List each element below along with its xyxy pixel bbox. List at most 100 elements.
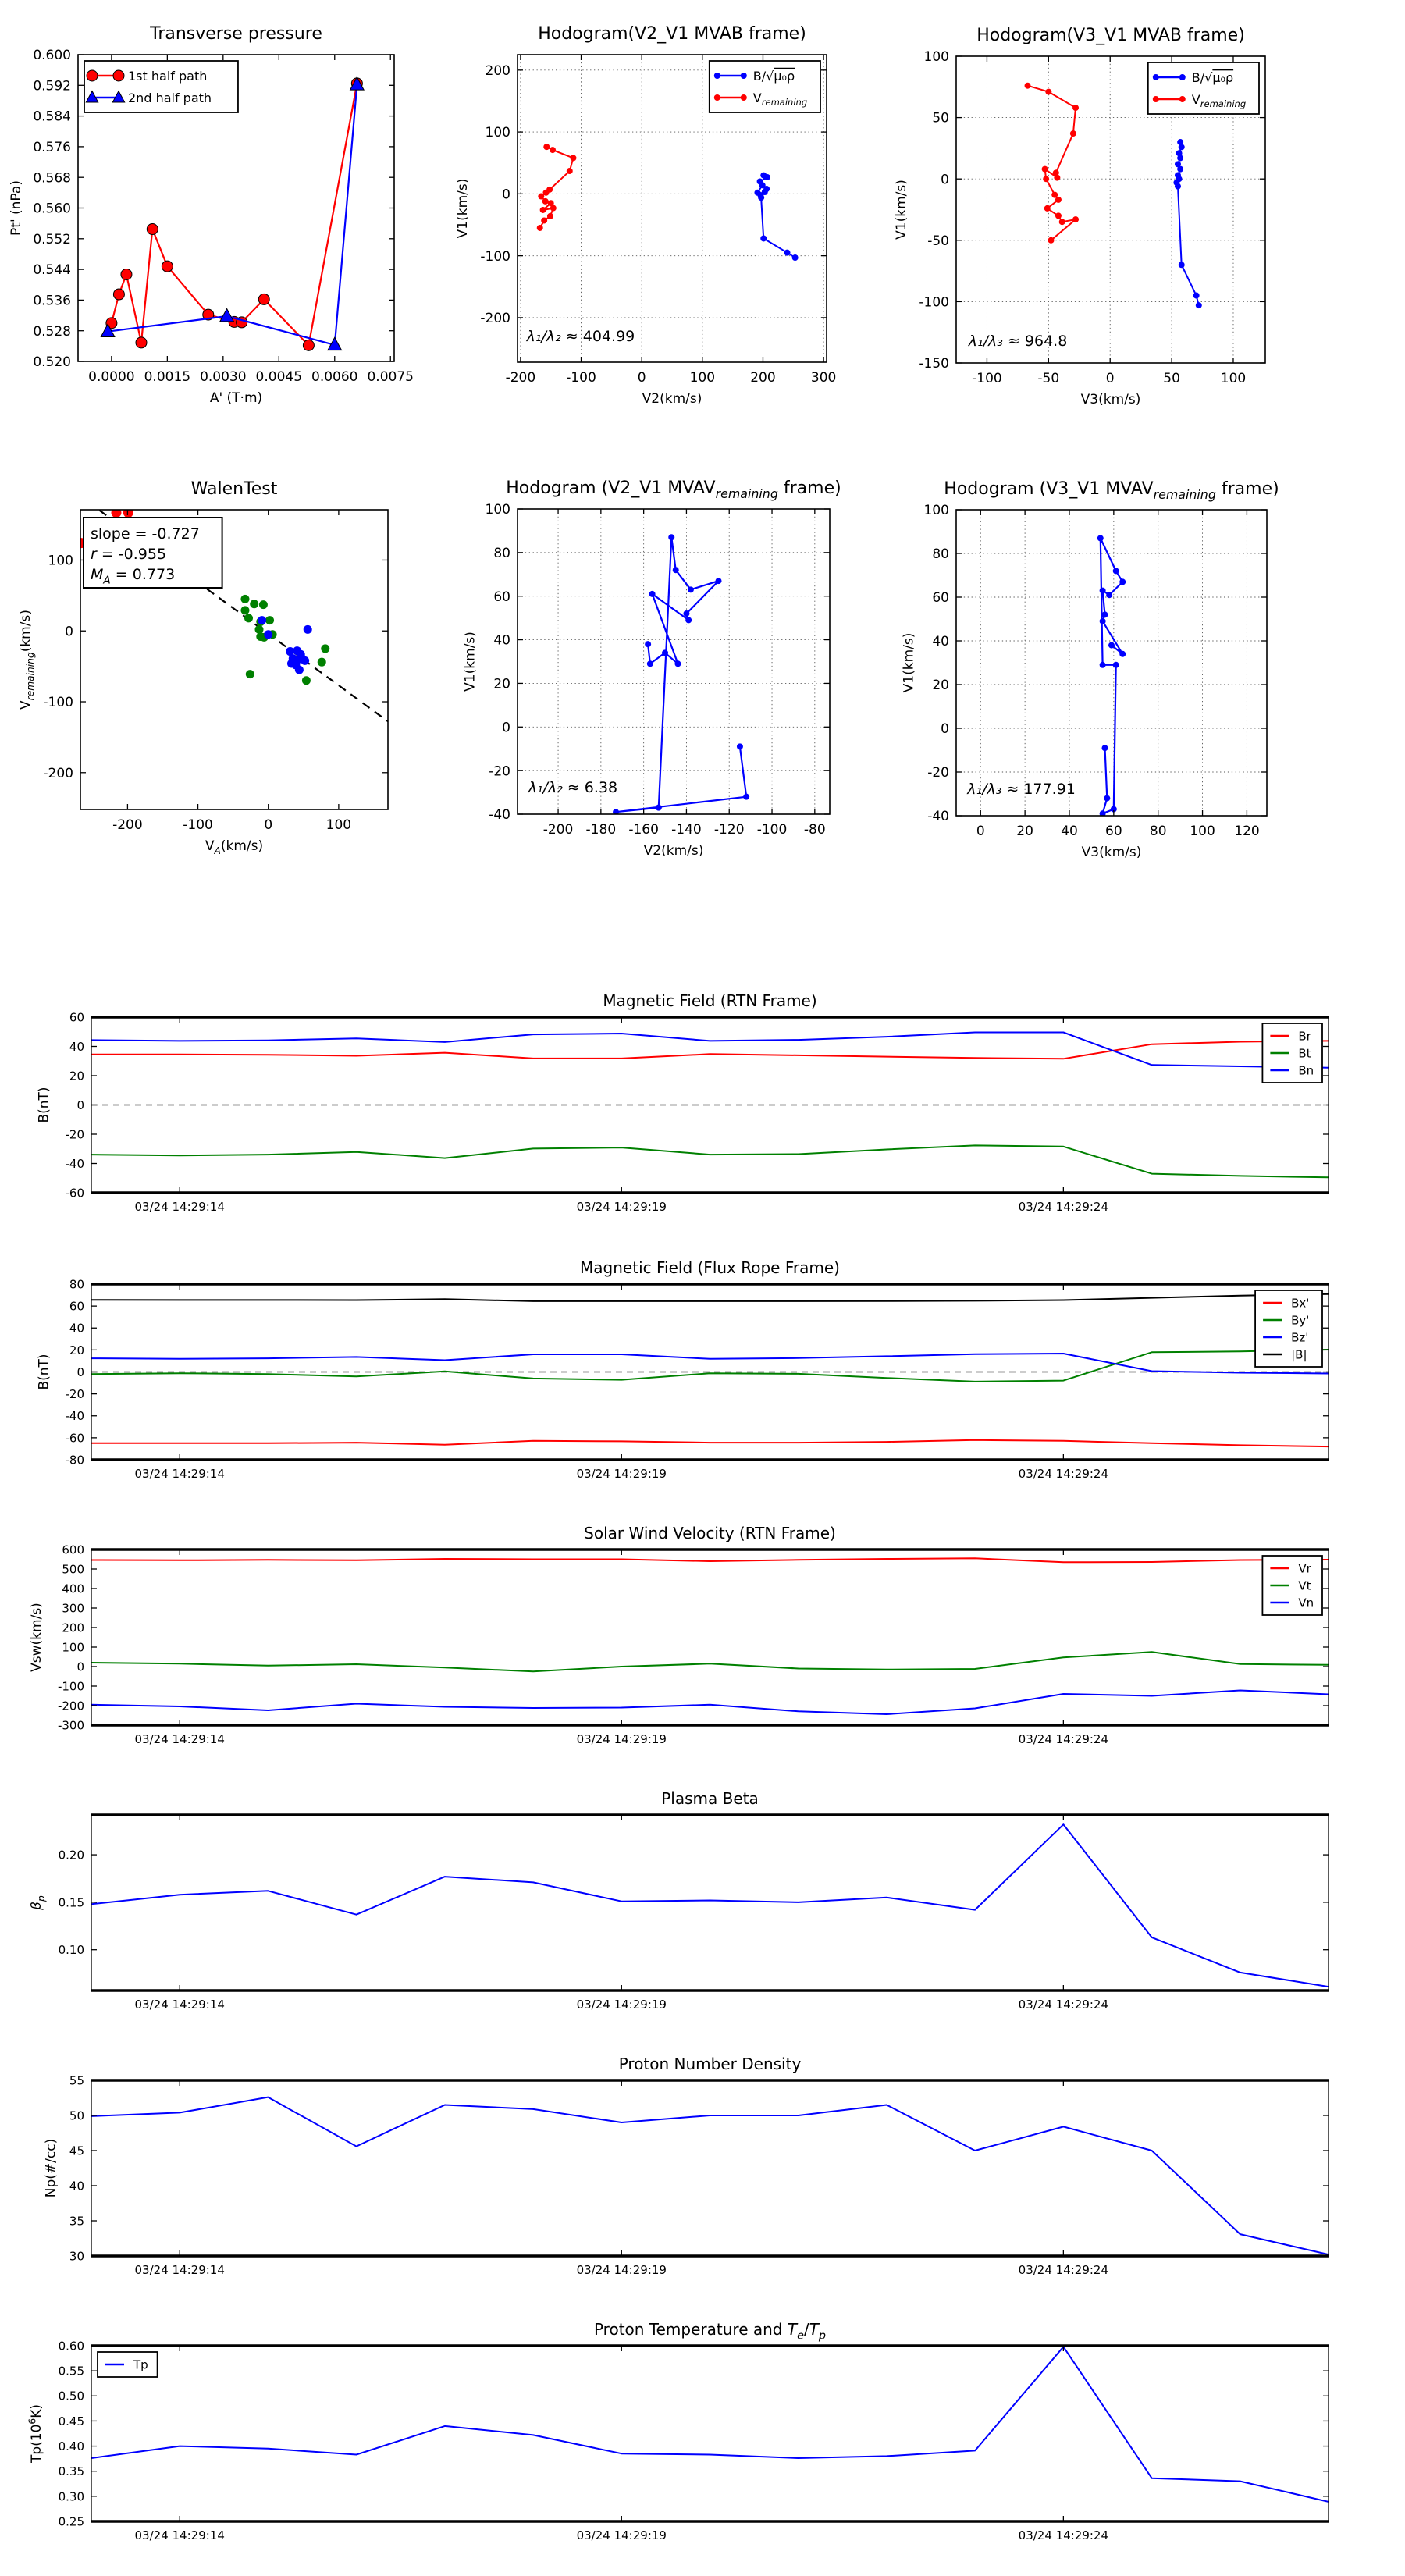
x-tick-label: 03/24 14:29:14 [135,2263,225,2277]
x-tick-label: 03/24 14:29:19 [577,1200,667,1214]
hodogram-v3v1-mvab-title: Hodogram(V3_V1 MVAB frame) [976,26,1245,45]
y-tick-label: -20 [489,763,510,779]
y-tick-label: 0.544 [33,262,71,278]
walen-test-textbox: slope = -0.727 r = -0.955 MA = 0.773 [83,517,223,589]
y-tick-label: 400 [62,1582,84,1596]
hodogram-v3v1-mvab-ylabel: V1(km/s) [894,180,909,240]
y-tick-label: 0.25 [59,2514,84,2528]
mag-fluxrope-legend: Bx' By' Bz' |B| [1254,1290,1323,1368]
x-tick-label: 03/24 14:29:19 [577,1732,667,1746]
legend-label: Bt [1298,1046,1311,1060]
y-tick-label: 100 [48,553,73,569]
y-tick-label: 0.15 [59,1895,84,1909]
x-tick-label: -200 [543,822,574,838]
proton-temp-legend: Tp [97,2351,158,2378]
legend-label: Br [1298,1029,1311,1043]
y-tick-label: 40 [69,2179,84,2193]
y-tick-label: -80 [66,1453,85,1467]
x-tick-label: -100 [972,371,1002,386]
x-tick-label: 0.0060 [311,369,357,385]
mag-rtn-series-Bn [91,1031,1329,1069]
y-tick-label: -20 [66,1127,85,1141]
x-tick-label: 0.0015 [144,369,190,385]
y-tick-label: -200 [480,311,510,326]
y-tick-label: 0.50 [59,2389,84,2403]
hodogram-v3v1-mvav-annotation: λ₁/λ₃ ≈ 177.91 [966,781,1076,798]
x-tick-label: 100 [1221,371,1246,386]
hodogram-v3v1-mvab-annotation: λ₁/λ₃ ≈ 964.8 [968,333,1068,350]
y-tick-label: 60 [69,1010,84,1024]
y-tick-label: -100 [919,295,949,311]
y-tick-label: 100 [924,49,949,65]
x-tick-label: -100 [757,822,788,838]
y-tick-label: 100 [62,1640,84,1654]
ticks [91,2080,1329,2257]
x-tick-label: 300 [811,370,836,386]
ticks [91,1815,1329,1991]
proton-density-ylabel: Np(#/cc) [44,2139,59,2197]
legend-label: Tp [133,2357,148,2371]
legend-label: By' [1291,1313,1309,1327]
legend-label: Vremaining [1192,92,1246,109]
transverse-pressure-xlabel: A' (T·m) [210,390,262,406]
legend-label: B/√μ₀ρ [753,69,795,84]
mag-rtn-series-Bt [91,1144,1329,1179]
panel-hodogram-v3v1-mvav: 0 20 40 60 80 100 120-40-20020406080100Hodogra… [901,479,1279,860]
legend-label: B/√μ₀ρ [1192,70,1233,85]
ticks [78,54,394,362]
y-tick-label: 0 [76,1660,84,1674]
y-tick-label: -40 [66,1409,85,1423]
y-tick-label: 500 [62,1562,84,1576]
panel-proton-temp: 03/24 14:29:14 03/24 14:29:19 03/24 14:29:… [27,2320,1329,2542]
x-tick-label: -200 [112,817,143,833]
y-tick-label: 0.55 [59,2364,84,2379]
y-tick-label: -40 [489,807,510,823]
panel-hodogram-v3v1-mvab: -100 -50 0 50 100 -150 -100 -50 0 50 100 Hodogram(V… [894,26,1266,407]
panel-mag-rtn: 03/24 14:29:14 03/24 14:29:19 03/24 14:29:… [36,991,1329,1214]
transverse-pressure-series-first-half-path [105,77,363,351]
y-tick-label: 0.520 [33,354,71,370]
textbox-line: r = -0.955 [91,546,166,563]
y-tick-label: 40 [932,634,949,649]
y-tick-label: -200 [58,1699,84,1713]
x-tick-label: 80 [1150,824,1167,839]
vsw-rtn-title: Solar Wind Velocity (RTN Frame) [584,1524,836,1542]
y-tick-label: 40 [69,1322,84,1336]
hodogram-v2v1-mvab-annotation: λ₁/λ₂ ≈ 404.99 [526,328,635,345]
y-tick-label: 80 [69,1277,84,1291]
y-tick-label: 0 [65,624,73,639]
mag-rtn-ylabel: B(nT) [36,1087,52,1123]
mag-fluxrope-series-B-mag [91,1293,1329,1302]
hodogram-v2v1-mvav-xlabel: V2(km/s) [644,843,704,859]
walen-test-ylabel: Vremaining(km/s) [18,610,36,710]
y-tick-label: 200 [62,1621,84,1635]
x-tick-label: 03/24 14:29:24 [1019,1200,1108,1214]
proton-temp-ylabel: Tp(106K) [27,2404,44,2464]
y-tick-label: 100 [486,125,510,141]
ticks [518,508,830,815]
vsw-rtn-series-Vt [91,1651,1329,1673]
y-tick-label: 80 [932,546,949,562]
x-tick-label: 03/24 14:29:14 [135,1200,225,1214]
hodogram-v2v1-mvab-series-b-alfven [754,172,799,262]
x-tick-label: 0 [638,370,646,386]
y-tick-label: 55 [69,2073,84,2087]
x-tick-label: 0.0045 [256,369,302,385]
y-tick-label: 0 [941,721,949,737]
y-tick-label: 45 [69,2144,84,2158]
plasma-beta-title: Plasma Beta [661,1789,759,1808]
y-tick-label: -100 [480,249,510,265]
legend-label: Bn [1298,1063,1314,1077]
panel-mag-fluxrope: 03/24 14:29:14 03/24 14:29:19 03/24 14:29:… [36,1258,1329,1481]
legend-label: 1st half path [128,69,207,84]
legend-label: |B| [1291,1347,1307,1361]
ticks [956,509,1267,817]
y-tick-label: 50 [932,111,949,126]
hodogram-v3v1-mvab-series-b-alfven [1173,139,1202,309]
y-tick-label: 0.560 [33,201,71,217]
y-tick-label: 0 [76,1098,84,1112]
y-tick-label: 0.10 [59,1943,84,1957]
proton-density-title: Proton Number Density [619,2055,802,2073]
hodogram-v2v1-mvav-ylabel: V1(km/s) [462,632,478,692]
